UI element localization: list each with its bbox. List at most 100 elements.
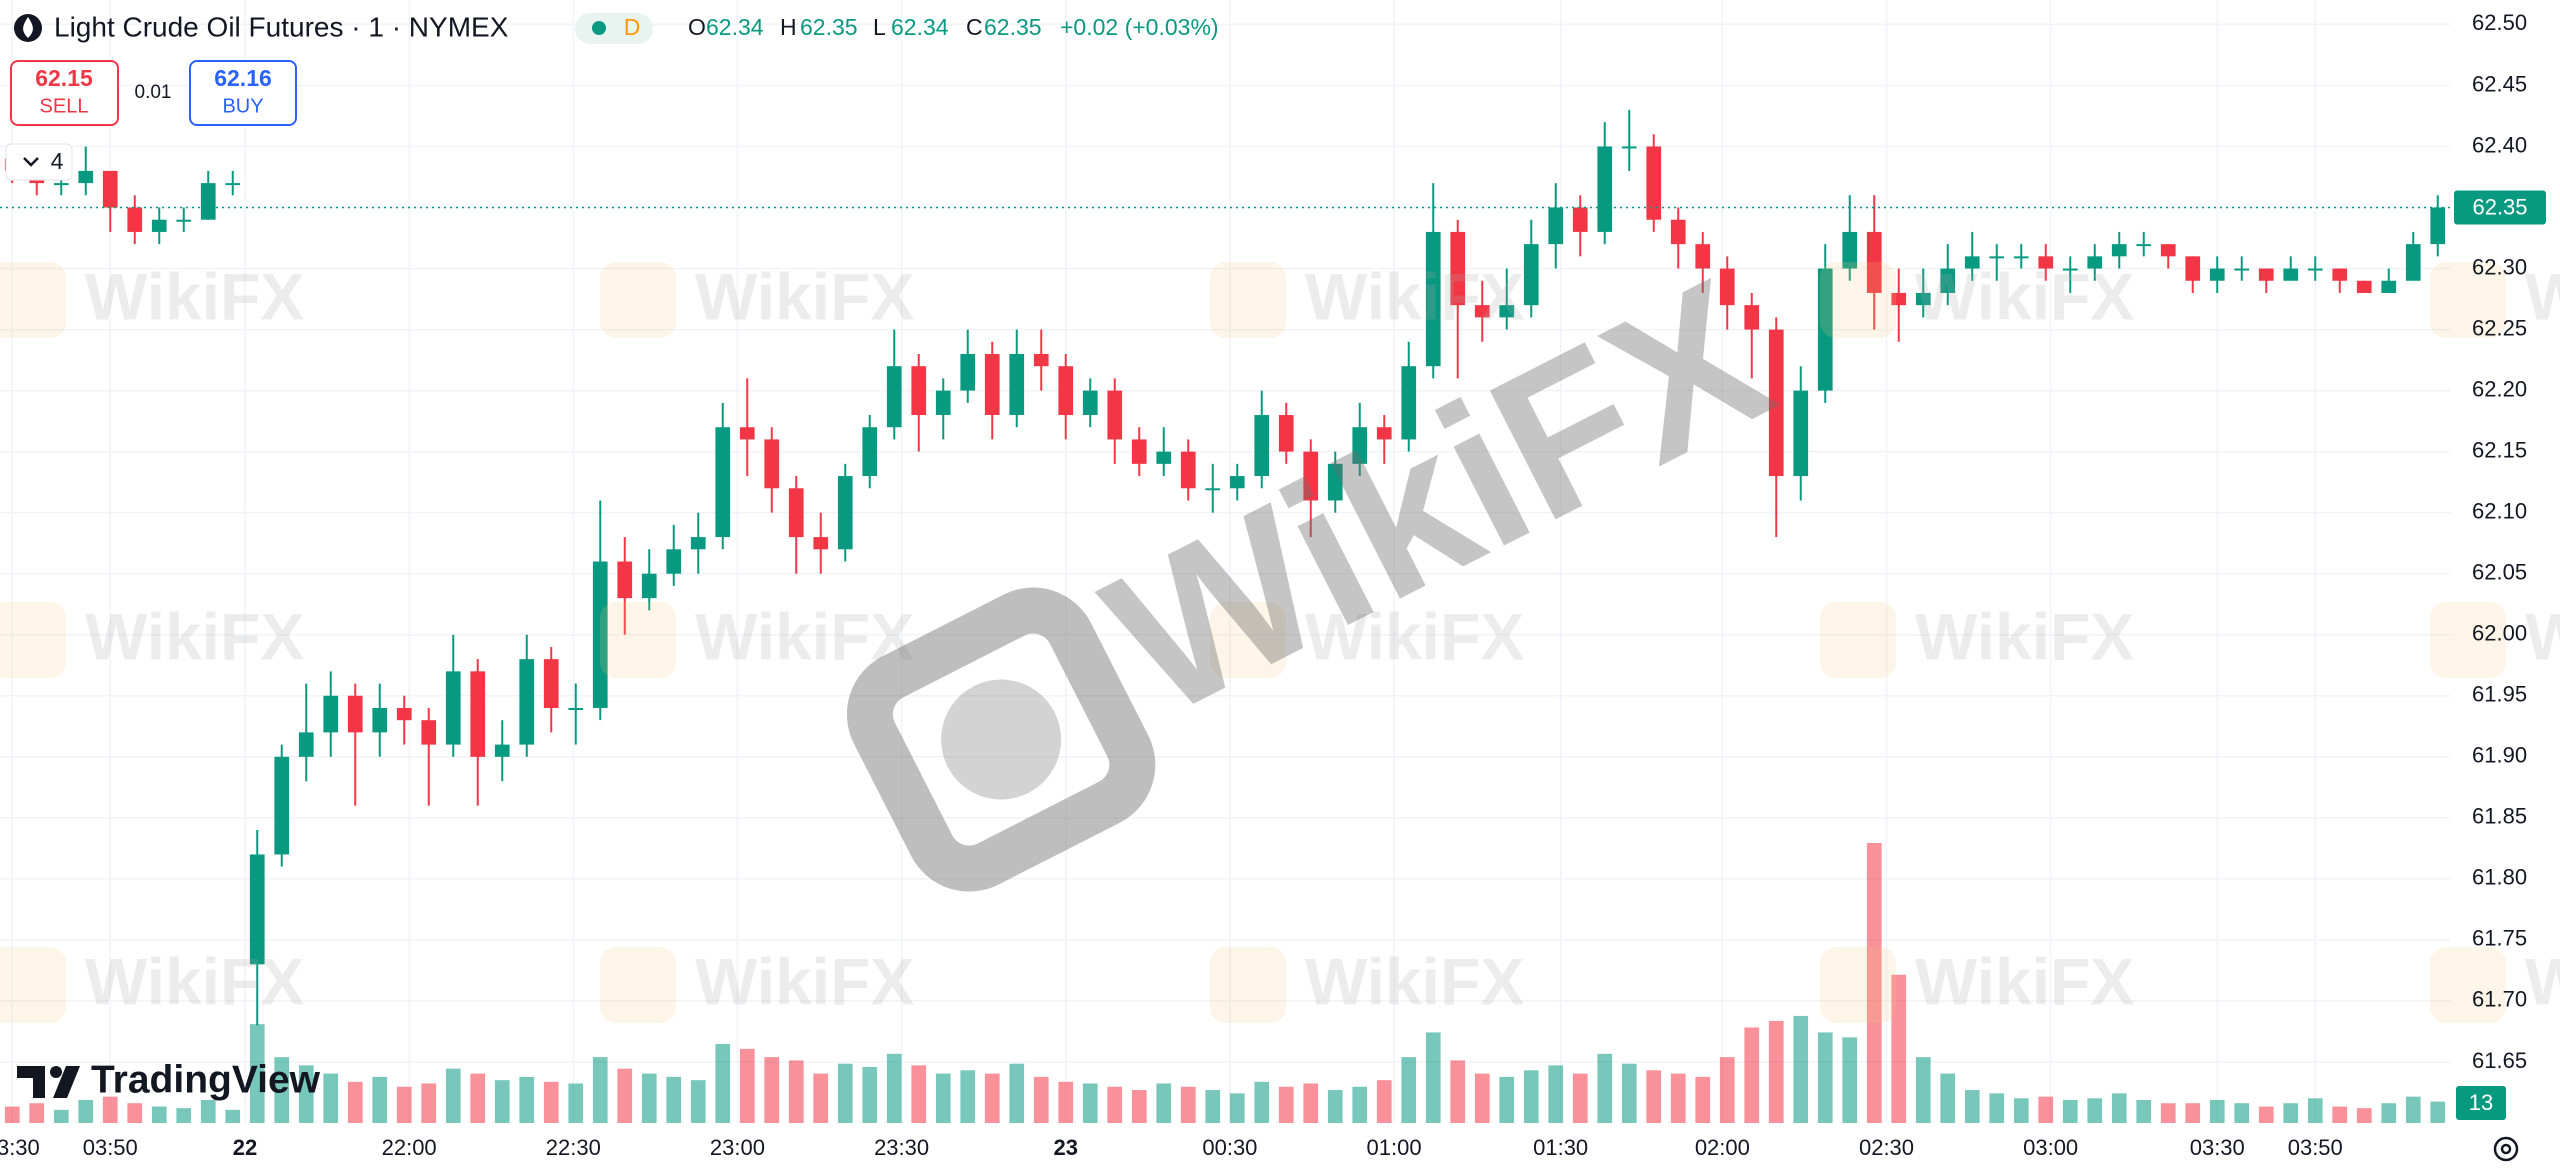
volume-bar <box>641 1073 657 1123</box>
buy-button[interactable]: 62.16 BUY <box>189 60 297 126</box>
sell-label: SELL <box>40 95 89 117</box>
volume-bar <box>53 1109 69 1123</box>
volume-bar <box>1915 1057 1931 1123</box>
watermark-logo <box>2430 262 2506 338</box>
candle-body <box>2356 280 2372 293</box>
candle-body <box>470 671 486 757</box>
legend-value: 62.34 <box>706 14 764 40</box>
volume-bar <box>690 1080 706 1123</box>
candle-body <box>788 488 804 538</box>
candle-body <box>1303 451 1319 501</box>
candle-body <box>617 561 633 599</box>
y-tick-label: 62.10 <box>2472 498 2527 523</box>
candle-body <box>960 353 976 391</box>
watermark-logo <box>0 602 66 678</box>
candle-body <box>1474 305 1490 318</box>
y-tick-label: 62.40 <box>2472 132 2527 157</box>
x-tick-label: 22:30 <box>546 1135 601 1160</box>
candle-body <box>1499 305 1515 318</box>
watermark-tile: WikiFX <box>0 599 304 678</box>
volume-bar <box>1425 1032 1441 1123</box>
candle-body <box>249 854 265 965</box>
x-tick-label: 02:30 <box>1859 1135 1914 1160</box>
x-tick-label: 03:30 <box>0 1135 40 1160</box>
watermark-tile: WikiFX <box>1820 599 2134 678</box>
watermark-text: WikiFX <box>695 599 914 673</box>
legend-key: L <box>873 14 886 40</box>
watermark-main-logo <box>846 587 1156 892</box>
candle-body <box>935 390 951 416</box>
candle-body <box>1548 207 1564 245</box>
volume-bar <box>886 1053 902 1123</box>
legend-key: C <box>966 14 983 40</box>
candle-body <box>1842 231 1858 269</box>
candle-body <box>2234 268 2250 271</box>
volume-bar <box>911 1065 927 1123</box>
volume-bar <box>984 1073 1000 1123</box>
volume-bar <box>788 1060 804 1123</box>
candle-body <box>1915 292 1931 306</box>
candle-body <box>225 183 241 186</box>
y-tick-label: 61.65 <box>2472 1048 2527 1073</box>
y-tick-label: 62.00 <box>2472 621 2527 646</box>
volume-bar <box>2013 1098 2029 1123</box>
symbol-header[interactable]: Light Crude Oil Futures · 1 · NYMEX D O … <box>14 11 1219 44</box>
x-tick-label: 22:00 <box>382 1135 437 1160</box>
candle-body <box>1229 476 1245 489</box>
candle-body <box>1719 268 1735 306</box>
volume-bar <box>1401 1057 1417 1123</box>
x-tick-label: 02:00 <box>1695 1135 1750 1160</box>
candle-body <box>323 695 339 733</box>
candle-body <box>1940 268 1956 293</box>
buy-label: BUY <box>222 95 263 117</box>
volume-bar <box>102 1096 118 1123</box>
buy-box <box>189 60 297 126</box>
watermark-logo <box>0 947 66 1023</box>
y-tick-label: 61.95 <box>2472 682 2527 707</box>
volume-bar <box>1327 1090 1343 1123</box>
watermark-logo <box>600 602 676 678</box>
candle-body <box>739 427 755 440</box>
indicators-toggle[interactable]: 4 <box>5 143 73 181</box>
x-tick-label: 23 <box>1054 1135 1078 1160</box>
brand-logo[interactable]: TradingView <box>17 1058 321 1101</box>
interval-badge: D <box>624 14 641 40</box>
candle-body <box>1450 231 1466 306</box>
settings-button[interactable] <box>2493 1136 2519 1162</box>
gear-hub <box>2500 1143 2512 1155</box>
watermark-text: WikiFX <box>1305 944 1524 1018</box>
watermark-text: WikiFX <box>695 259 914 333</box>
watermark-logo <box>1820 602 1896 678</box>
candle-body <box>2405 244 2421 281</box>
sell-button[interactable]: 62.15 SELL <box>10 60 119 126</box>
candle-body <box>102 170 118 208</box>
candle-body <box>2136 244 2152 247</box>
watermark-logo <box>1210 947 1286 1023</box>
candle-body <box>1425 231 1441 367</box>
volume-bar <box>1303 1083 1319 1123</box>
volume-bar <box>1278 1086 1294 1123</box>
watermark-tile: WikiFX <box>1820 944 2134 1023</box>
y-tick-label: 61.75 <box>2472 926 2527 951</box>
candle-body <box>2283 268 2299 281</box>
volume-bar <box>1548 1065 1564 1123</box>
legend-value: 62.35 <box>800 14 858 40</box>
watermark-logo <box>1210 262 1286 338</box>
volume-bar <box>1254 1081 1270 1123</box>
candle-body <box>2258 268 2274 281</box>
candle-body <box>592 561 608 708</box>
volume-bar <box>1989 1093 2005 1123</box>
volume-bar <box>592 1057 608 1123</box>
candle-body <box>2381 280 2397 293</box>
watermark-text: WikiFX <box>1305 259 1524 333</box>
candle-body <box>1695 244 1711 269</box>
watermark-tile: WikiFX <box>2430 599 2560 678</box>
candle-body <box>1572 207 1588 232</box>
volume-bar <box>298 1065 314 1123</box>
candle-body <box>78 170 94 184</box>
candle-body <box>1278 415 1294 452</box>
watermark-tile: WikiFX <box>1210 259 1524 338</box>
gear-icon <box>2493 1136 2519 1162</box>
